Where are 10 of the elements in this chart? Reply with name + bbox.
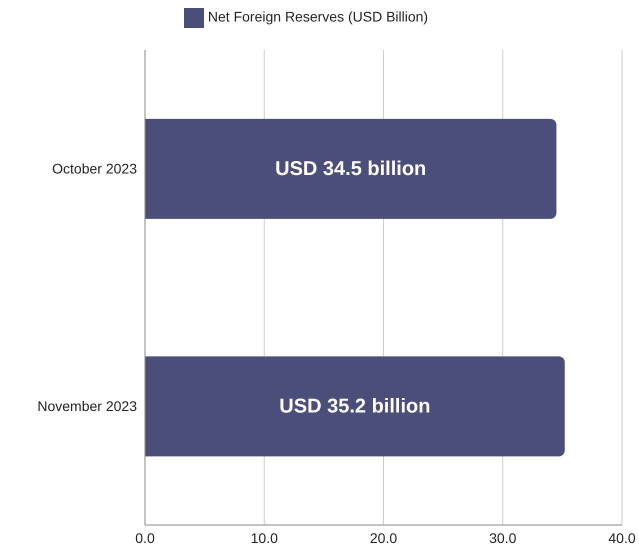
data-label: USD 34.5 billion [275, 158, 426, 180]
x-tick-label: 20.0 [370, 530, 398, 546]
x-tick-label: 0.0 [135, 530, 155, 546]
x-tick-label: 40.0 [608, 530, 636, 546]
legend-label: Net Foreign Reserves (USD Billion) [208, 8, 428, 25]
y-tick-label: October 2023 [52, 160, 138, 177]
data-label: USD 35.2 billion [279, 395, 430, 418]
x-tick-label: 30.0 [489, 530, 517, 546]
y-tick-label: November 2023 [37, 398, 138, 414]
x-tick-label: 10.0 [250, 530, 278, 546]
